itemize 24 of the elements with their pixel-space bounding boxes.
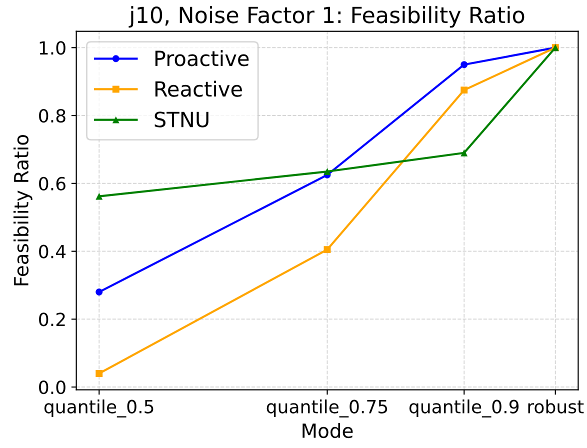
x-tick-label: quantile_0.9 <box>409 399 519 418</box>
y-tick-label: 0.8 <box>39 108 66 123</box>
legend-label: Proactive <box>155 50 249 66</box>
point <box>460 149 468 156</box>
legend-label: Reactive <box>155 80 242 97</box>
y-tick-label: 0.2 <box>39 312 65 326</box>
legend-label: STNU <box>154 112 208 128</box>
x-axis-title: Mode <box>302 423 353 438</box>
y-tick-label: 0.0 <box>39 380 66 394</box>
point <box>96 288 103 296</box>
x-tick-label: quantile_0.75 <box>266 399 388 418</box>
y-tick-label: 0.4 <box>39 244 66 258</box>
x-tick-label: robust <box>528 399 584 414</box>
y-tick-label: 1.0 <box>40 41 66 55</box>
y-axis-title: Feasibility Ratio <box>14 134 32 286</box>
y-tick-label: 0.6 <box>39 176 66 191</box>
x-tick-label: quantile_0.5 <box>44 399 154 418</box>
chart-title: j10, Noise Factor 1: Feasibility Ratio <box>128 6 524 28</box>
point <box>324 246 331 254</box>
point <box>460 61 468 68</box>
point <box>324 168 331 175</box>
point <box>460 86 468 94</box>
point <box>96 370 103 377</box>
point <box>96 192 103 200</box>
